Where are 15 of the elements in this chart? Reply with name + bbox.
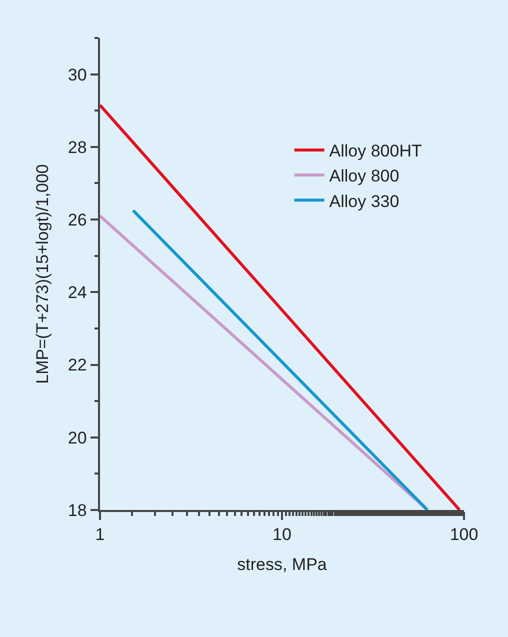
legend-label: Alloy 800HT — [329, 142, 422, 161]
x-axis-title: stress, MPa — [237, 555, 328, 574]
y-tick-label: 22 — [68, 356, 87, 375]
legend-label: Alloy 330 — [329, 192, 400, 211]
y-tick-label: 30 — [68, 65, 87, 84]
y-tick-label: 18 — [68, 500, 87, 520]
y-axis-title: LMP=(T+273)(15+logt)/1,000 — [32, 164, 52, 384]
x-tick-label: 100 — [450, 525, 478, 544]
y-tick-label: 20 — [68, 428, 87, 448]
x-tick-label: 1 — [95, 525, 105, 544]
legend-label: Alloy 800 — [329, 166, 400, 186]
y-tick-label: 28 — [68, 138, 87, 157]
y-tick-label: 26 — [68, 210, 87, 230]
y-tick-label: 24 — [68, 283, 87, 302]
x-tick-label: 10 — [272, 525, 292, 544]
